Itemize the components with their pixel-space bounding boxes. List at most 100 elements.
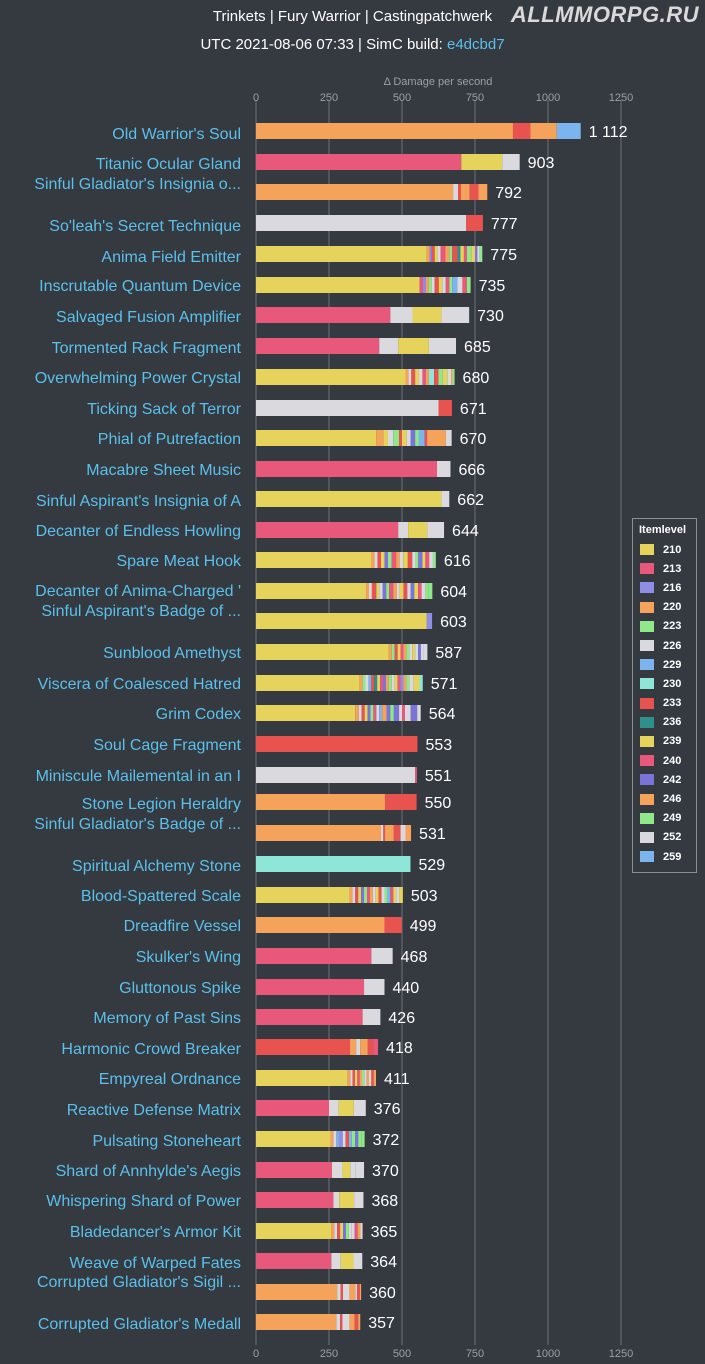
bar-segment-10-5[interactable] [399,430,402,446]
bar-segment-14-0[interactable] [256,552,372,568]
bar-segment-8-1[interactable] [405,369,409,385]
bar-segment-25-5[interactable] [361,887,365,903]
bar-segment-28-0[interactable] [256,979,365,995]
bar-segment-19-2[interactable] [358,705,362,721]
bar-segment-35-1[interactable] [333,1192,340,1208]
bar-segment-14-3[interactable] [377,552,381,568]
bar-segment-25-13[interactable] [384,887,388,903]
bar-segment-18-17[interactable] [406,675,410,691]
bar-segment-14-1[interactable] [371,552,375,568]
bar-segment-5-11[interactable] [452,277,458,293]
bar-segment-8-12[interactable] [447,369,452,385]
bar-segment-12-0[interactable] [256,491,442,507]
bar-segment-38-1[interactable] [337,1284,341,1300]
bar-segment-5-8[interactable] [442,277,446,293]
bar-segment-34-3[interactable] [350,1162,356,1178]
bar-segment-19-13[interactable] [393,705,400,721]
bar-segment-18-9[interactable] [383,675,386,691]
bar-segment-36-11[interactable] [360,1223,363,1239]
category-label-19[interactable]: Grim Codex [156,706,241,723]
bar-segment-5-1[interactable] [419,277,424,293]
category-label-16[interactable]: Sinful Aspirant's Badge of ... [41,603,241,620]
bar-segment-34-4[interactable] [355,1162,365,1178]
bar-segment-14-10[interactable] [403,552,408,568]
bar-segment-18-3[interactable] [365,675,369,691]
bar-segment-36-7[interactable] [348,1223,352,1239]
bar-segment-23-5[interactable] [400,825,406,841]
bar-segment-10-2[interactable] [383,430,388,446]
bar-segment-17-3[interactable] [394,644,398,660]
bar-segment-35-0[interactable] [256,1192,334,1208]
bar-segment-18-7[interactable] [377,675,381,691]
bar-segment-17-4[interactable] [397,644,401,660]
bar-segment-9-0[interactable] [256,400,439,416]
bar-segment-34-1[interactable] [331,1162,343,1178]
bar-segment-14-13[interactable] [415,552,419,568]
bar-segment-33-6[interactable] [345,1131,349,1147]
bar-segment-2-3[interactable] [460,184,470,200]
category-label-0[interactable]: Old Warrior's Soul [112,126,241,143]
bar-segment-4-5[interactable] [437,246,441,262]
bar-segment-10-11[interactable] [424,430,428,446]
bar-segment-37-1[interactable] [331,1253,341,1269]
bar-segment-25-2[interactable] [352,887,356,903]
bar-segment-8-11[interactable] [442,369,448,385]
bar-segment-25-16[interactable] [393,887,397,903]
bar-segment-3-0[interactable] [256,215,467,231]
bar-segment-5-2[interactable] [423,277,426,293]
bar-segment-18-6[interactable] [374,675,378,691]
legend-item-259[interactable]: 259 [633,847,696,866]
category-label-3[interactable]: So'leah's Secret Technique [49,218,241,235]
category-label-14[interactable]: Spare Meat Hook [116,553,242,570]
bar-segment-38-2[interactable] [340,1284,344,1300]
bar-segment-17-6[interactable] [403,644,407,660]
bar-segment-5-14[interactable] [466,277,471,293]
bar-segment-31-2[interactable] [350,1070,353,1086]
legend-item-236[interactable]: 236 [633,713,696,732]
bar-segment-16-0[interactable] [256,613,427,629]
bar-segment-25-3[interactable] [355,887,359,903]
bar-segment-8-0[interactable] [256,369,406,385]
bar-segment-15-11[interactable] [399,583,404,599]
category-label-6[interactable]: Salvaged Fusion Amplifier [56,309,242,326]
bar-segment-18-14[interactable] [397,675,401,691]
bar-segment-14-17[interactable] [429,552,433,568]
bar-segment-19-9[interactable] [379,705,383,721]
bar-segment-38-3[interactable] [343,1284,350,1300]
bar-segment-17-9[interactable] [412,644,416,660]
bar-segment-2-5[interactable] [478,184,488,200]
bar-segment-15-2[interactable] [369,583,372,599]
bar-segment-18-13[interactable] [394,675,398,691]
bar-segment-14-8[interactable] [396,552,400,568]
bar-segment-25-8[interactable] [369,887,373,903]
bar-segment-19-0[interactable] [256,705,356,721]
bar-segment-17-8[interactable] [409,644,413,660]
bar-segment-7-3[interactable] [428,338,457,354]
bar-segment-6-1[interactable] [390,307,413,323]
bar-segment-12-1[interactable] [441,491,450,507]
bar-segment-15-8[interactable] [389,583,394,599]
bar-segment-21-0[interactable] [256,767,416,783]
bar-segment-33-5[interactable] [342,1131,346,1147]
category-label-11[interactable]: Macabre Sheet Music [86,462,241,479]
category-label-35[interactable]: Whispering Shard of Power [46,1193,241,1210]
bar-segment-36-6[interactable] [345,1223,349,1239]
bar-segment-24-0[interactable] [256,856,411,872]
bar-segment-19-6[interactable] [370,705,374,721]
bar-segment-32-0[interactable] [256,1100,329,1116]
bar-segment-15-10[interactable] [396,583,400,599]
bar-segment-33-9[interactable] [355,1131,359,1147]
bar-segment-27-1[interactable] [371,948,393,964]
bar-segment-39-1[interactable] [336,1314,341,1330]
bar-segment-15-9[interactable] [393,583,397,599]
legend-item-249[interactable]: 249 [633,809,696,828]
bar-segment-15-1[interactable] [366,583,370,599]
bar-segment-19-7[interactable] [373,705,377,721]
bar-segment-30-1[interactable] [350,1039,357,1055]
bar-segment-14-16[interactable] [425,552,430,568]
bar-segment-17-1[interactable] [388,644,392,660]
bar-segment-38-7[interactable] [359,1284,362,1300]
bar-segment-3-1[interactable] [466,215,483,231]
bar-segment-0-2[interactable] [530,123,557,139]
bar-segment-20-0[interactable] [256,736,418,752]
